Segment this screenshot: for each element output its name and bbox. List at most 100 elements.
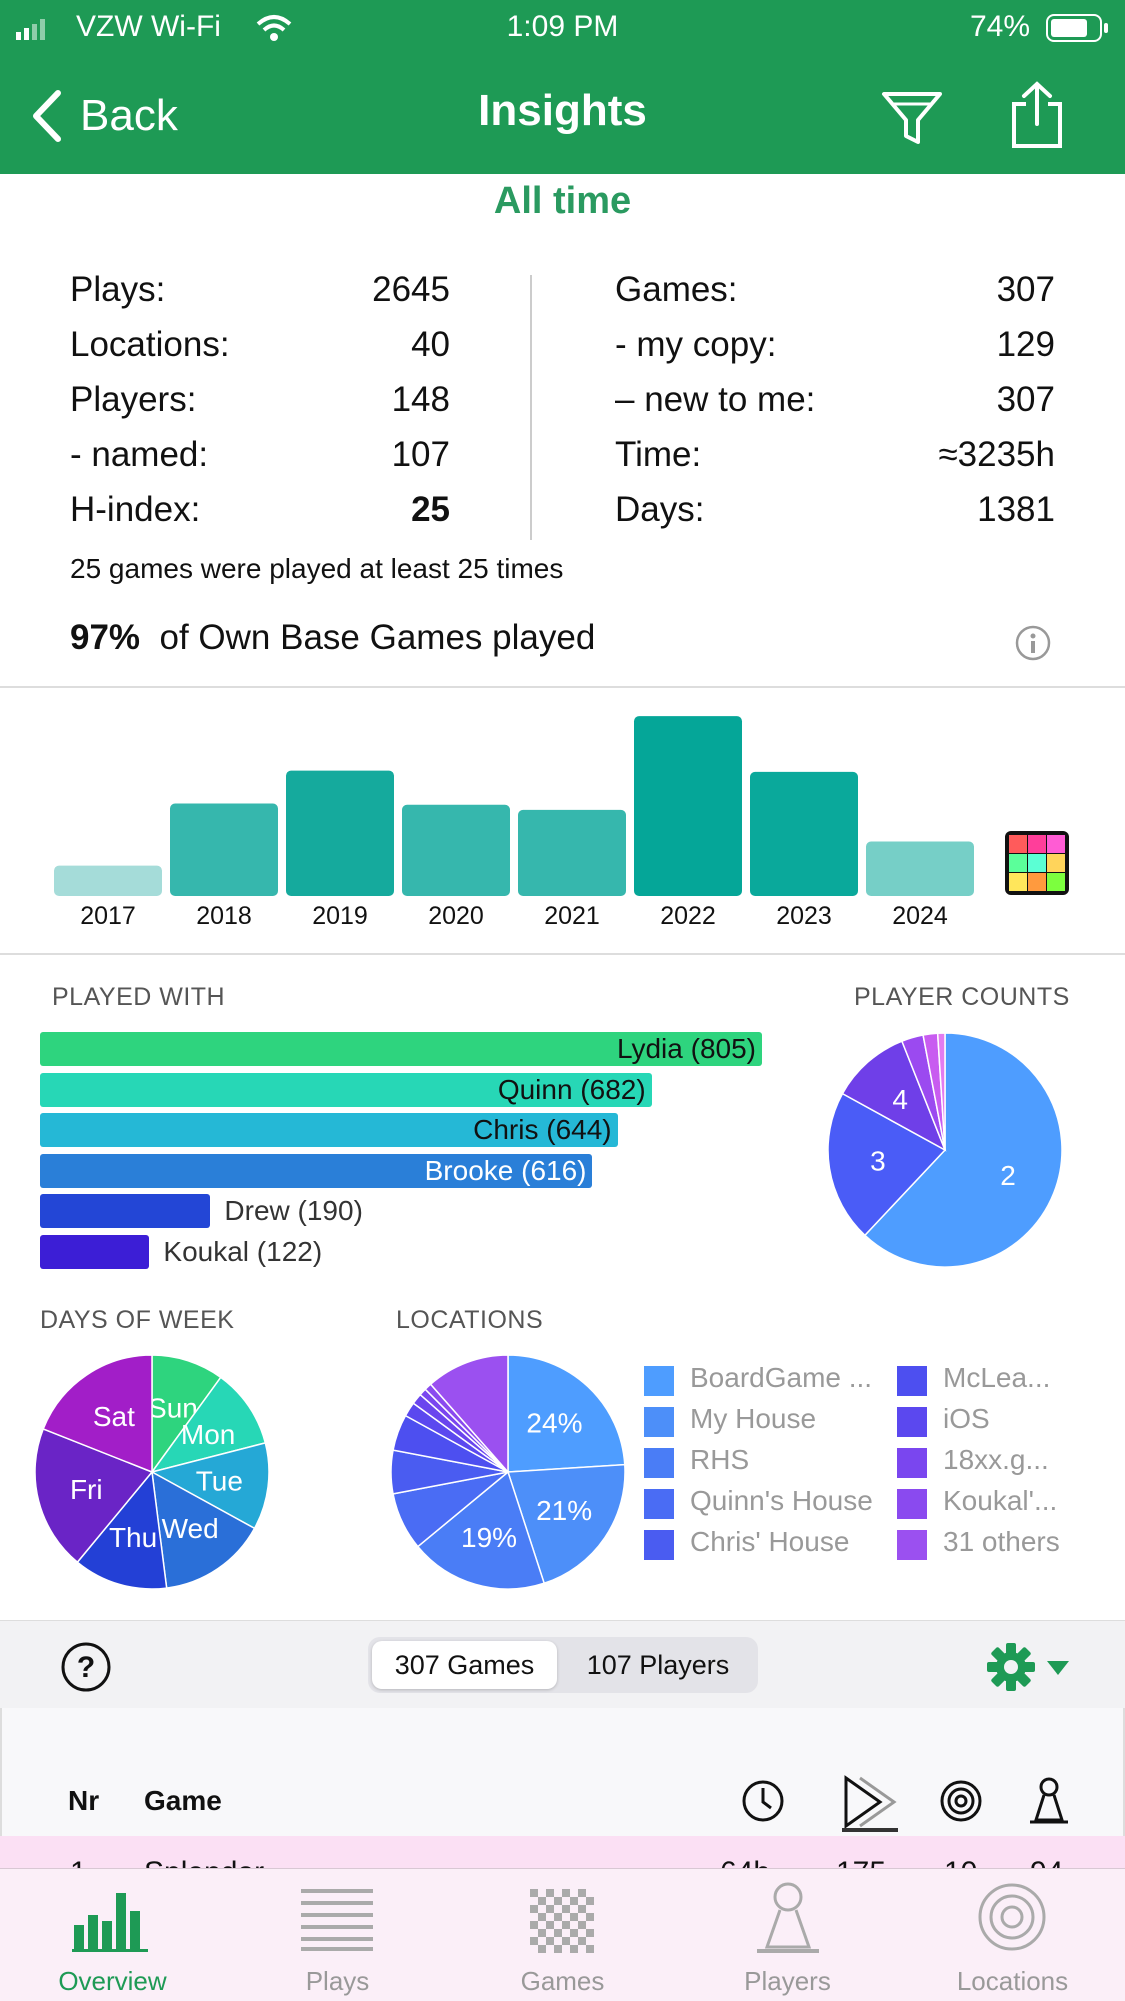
share-icon[interactable] bbox=[1008, 80, 1066, 150]
pie-slice[interactable] bbox=[429, 1354, 509, 1474]
year-bar[interactable] bbox=[750, 771, 858, 896]
pie-slice[interactable] bbox=[507, 1354, 626, 1473]
own-base-text: of Own Base Games played bbox=[159, 618, 596, 657]
tab-locations[interactable]: Locations bbox=[900, 1869, 1125, 2001]
pie-slice[interactable] bbox=[841, 1040, 947, 1152]
legend-label: My House bbox=[690, 1403, 817, 1434]
year-bar[interactable] bbox=[286, 770, 394, 896]
gear-icon[interactable] bbox=[985, 1641, 1071, 1693]
played-with-title: PLAYED WITH bbox=[52, 983, 226, 1011]
pie-slice-label: 24% bbox=[526, 1408, 582, 1439]
stat-row: – new to me: 307 bbox=[615, 380, 1055, 419]
pie-slice[interactable] bbox=[34, 1427, 154, 1564]
tab-players[interactable]: Players bbox=[675, 1869, 900, 2001]
stat-row: H-index: 25 bbox=[70, 490, 450, 529]
played-with-chart[interactable]: Lydia (805) Quinn (682) Chris (644) Brooke … bbox=[40, 1032, 800, 1282]
period-label: All time bbox=[493, 180, 632, 222]
divider bbox=[0, 686, 1125, 688]
pie-slice[interactable] bbox=[827, 1092, 947, 1237]
pie-slice-label: Wed bbox=[162, 1513, 219, 1544]
stats-right: Games: 307 - my copy: 129 – new to me: 307 … bbox=[615, 270, 1055, 545]
pie-slice-label: 19% bbox=[461, 1522, 517, 1553]
stat-row: Locations: 40 bbox=[70, 325, 450, 364]
played-with-label: Drew (190) bbox=[224, 1195, 363, 1227]
played-with-bar[interactable] bbox=[40, 1194, 211, 1229]
year-tick-label: 2017 bbox=[80, 902, 136, 930]
column-game[interactable]: Game bbox=[144, 1785, 222, 1816]
pie-slice[interactable] bbox=[42, 1354, 153, 1474]
pie-slice[interactable] bbox=[151, 1470, 256, 1589]
target-icon[interactable] bbox=[938, 1778, 984, 1824]
bar-chart-icon bbox=[72, 1893, 148, 1952]
pie-slice[interactable] bbox=[150, 1376, 267, 1474]
legend-swatch bbox=[644, 1530, 674, 1560]
stat-row: Time: ≈3235h bbox=[615, 435, 1055, 474]
legend-swatch bbox=[897, 1530, 927, 1560]
legend-label: BoardGame ... bbox=[690, 1362, 873, 1393]
year-tick-label: 2024 bbox=[892, 902, 948, 930]
year-tick-label: 2022 bbox=[660, 902, 716, 930]
pie-slice[interactable] bbox=[416, 1470, 546, 1590]
year-bar[interactable] bbox=[170, 803, 278, 896]
played-with-bar[interactable] bbox=[40, 1032, 762, 1066]
legend-label: 18xx.g... bbox=[943, 1444, 1049, 1475]
heatmap-icon[interactable] bbox=[1004, 830, 1070, 896]
stat-row: - named: 107 bbox=[70, 435, 450, 474]
pie-slice[interactable] bbox=[76, 1470, 168, 1590]
pie-slice[interactable] bbox=[863, 1032, 1063, 1268]
help-icon[interactable]: ? bbox=[60, 1641, 112, 1693]
list-controls: ? 307 Games 107 Players bbox=[0, 1620, 1125, 1709]
year-bar[interactable] bbox=[402, 804, 510, 896]
pie-slice[interactable] bbox=[149, 1441, 270, 1530]
filter-icon[interactable] bbox=[880, 90, 944, 146]
tab-overview[interactable]: Overview bbox=[0, 1869, 225, 2001]
legend-label: Chris' House bbox=[690, 1526, 850, 1557]
column-nr[interactable]: Nr bbox=[68, 1785, 100, 1816]
played-with-bar[interactable] bbox=[40, 1153, 593, 1188]
year-tick-label: 2021 bbox=[544, 902, 600, 930]
player-counts-title: PLAYER COUNTS bbox=[854, 983, 1070, 1011]
stat-row: - my copy: 129 bbox=[615, 325, 1055, 364]
year-tick-label: 2019 bbox=[312, 902, 368, 930]
days-of-week-title: DAYS OF WEEK bbox=[40, 1306, 235, 1334]
stats-divider bbox=[530, 275, 532, 540]
played-with-bar[interactable] bbox=[40, 1113, 618, 1148]
tab-plays[interactable]: Plays bbox=[225, 1869, 450, 2001]
player-counts-pie[interactable]: 2 34 bbox=[820, 1025, 1070, 1275]
played-with-bar[interactable] bbox=[40, 1072, 652, 1107]
clock-icon[interactable] bbox=[740, 1778, 786, 1824]
pie-slice-label: 2 bbox=[1000, 1160, 1016, 1191]
divider bbox=[0, 953, 1125, 955]
pie-slice-label: Sat bbox=[93, 1401, 135, 1432]
stats-left: Plays: 2645 Locations: 40 Players: 148 - na… bbox=[70, 270, 450, 545]
tab-games-segment[interactable]: 307 Games bbox=[372, 1641, 557, 1689]
pie-slice[interactable] bbox=[936, 1032, 946, 1151]
year-tick-label: 2020 bbox=[428, 902, 484, 930]
back-button[interactable]: Back bbox=[30, 86, 178, 146]
legend-swatch bbox=[644, 1448, 674, 1478]
plays-icon[interactable] bbox=[840, 1772, 900, 1832]
played-with-label: Brooke (616) bbox=[424, 1154, 587, 1186]
legend-swatch bbox=[897, 1489, 927, 1519]
tab-players-segment[interactable]: 107 Players bbox=[586, 1650, 730, 1680]
year-bar[interactable] bbox=[866, 841, 974, 896]
pawn-icon[interactable] bbox=[1026, 1776, 1072, 1826]
hindex-note: 25 games were played at least 25 times bbox=[70, 553, 564, 584]
stat-row: Players: 148 bbox=[70, 380, 450, 419]
tab-games[interactable]: Games bbox=[450, 1869, 675, 2001]
legend-label: Koukal'... bbox=[943, 1485, 1058, 1516]
table-row[interactable]: 1 Splendor 64h 175 10 94 bbox=[0, 1836, 1125, 1870]
checkerboard-icon bbox=[530, 1889, 594, 1953]
year-bar[interactable] bbox=[54, 865, 162, 896]
year-bar[interactable] bbox=[518, 809, 626, 896]
locations-pie[interactable]: 24% 21% 19% bbox=[385, 1350, 635, 1600]
pie-slice[interactable] bbox=[506, 1463, 626, 1585]
legend-label: Quinn's House bbox=[690, 1485, 873, 1516]
info-icon[interactable] bbox=[1015, 625, 1051, 661]
pie-slice[interactable] bbox=[151, 1354, 222, 1475]
stat-row: Days: 1381 bbox=[615, 490, 1055, 529]
list-icon bbox=[301, 1889, 373, 1951]
year-bar[interactable] bbox=[634, 716, 742, 896]
played-with-bar[interactable] bbox=[40, 1235, 150, 1269]
